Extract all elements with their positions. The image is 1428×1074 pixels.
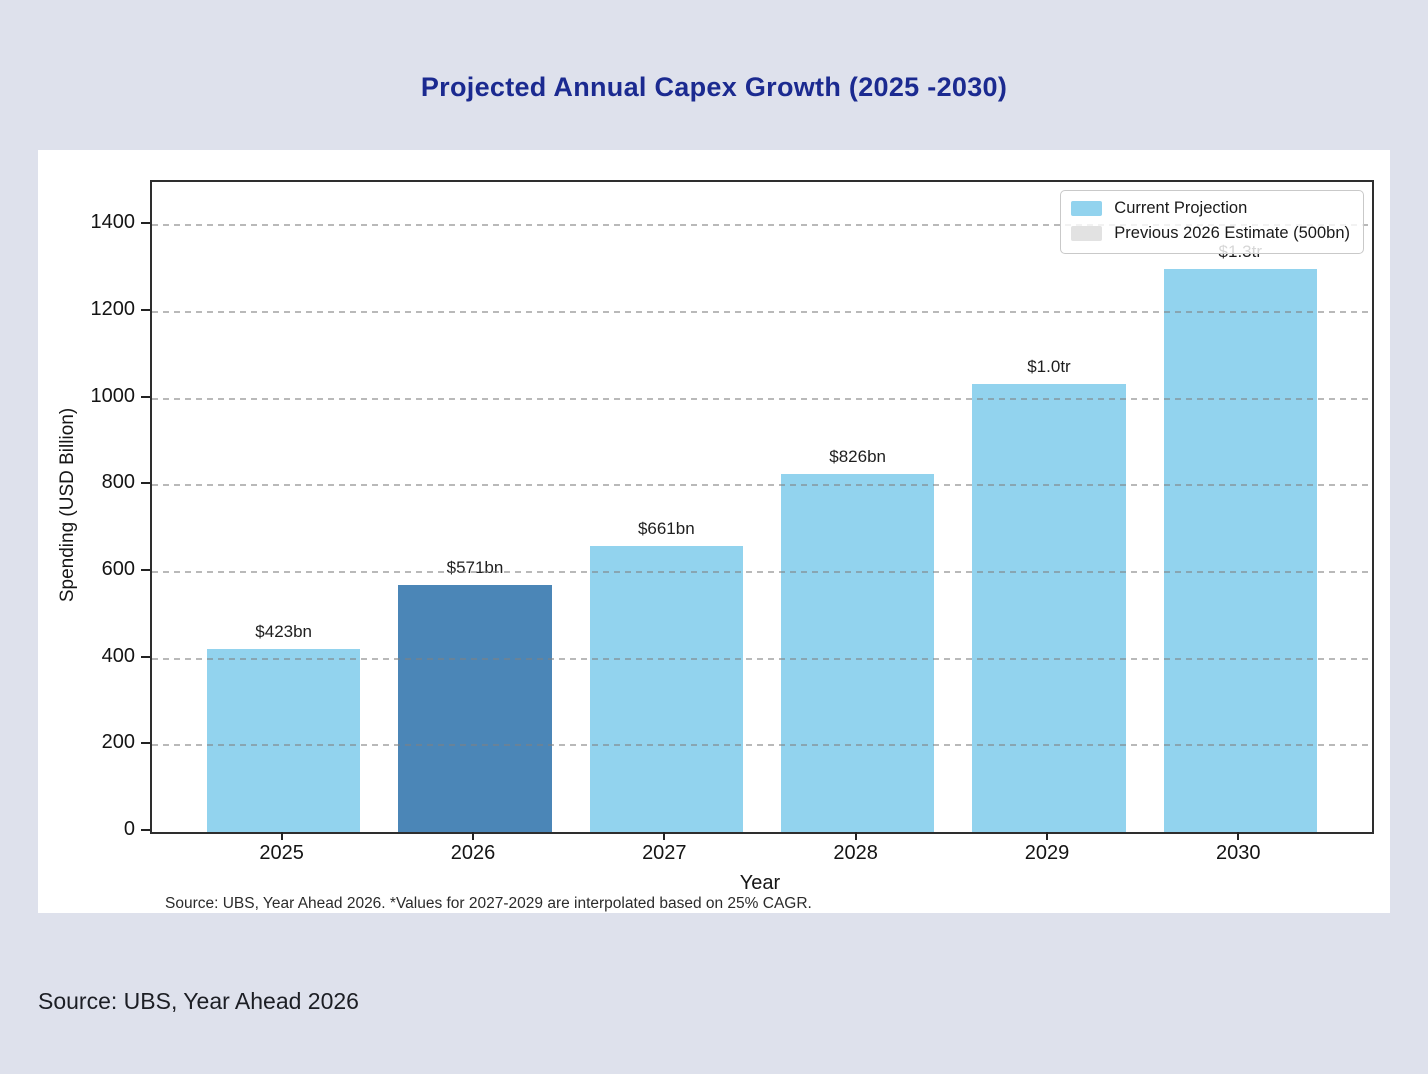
x-tick-slot — [569, 832, 760, 840]
x-tick-label-2027: 2027 — [642, 842, 687, 864]
y-tick-mark — [141, 482, 150, 485]
x-axis-labels: 2025 2026 2027 2028 2029 2030 — [150, 842, 1370, 865]
y-tick-mark — [141, 309, 150, 311]
y-tick-label: 400 — [101, 644, 135, 667]
y-axis-title: Spending (USD Billion) — [57, 407, 78, 603]
y-tick-label: 800 — [101, 471, 135, 494]
bar-2029: $1.0tr — [972, 357, 1126, 832]
x-tick-mark — [854, 832, 857, 840]
y-tick-label: 600 — [101, 558, 135, 580]
x-tick-slot — [951, 832, 1142, 840]
chart-footnote: Source: UBS, Year Ahead 2026. *Values fo… — [165, 895, 812, 912]
y-tick-label: 1400 — [90, 211, 136, 234]
bar-value-label: $571bn — [446, 557, 504, 577]
x-tick-label-2028: 2028 — [833, 842, 878, 864]
x-tick-label-2029: 2029 — [1024, 842, 1070, 864]
x-tick-mark — [280, 832, 283, 840]
bars-layer: $423bn $571bn $661bn $826bn $1.0tr $1.3tr — [152, 182, 1372, 832]
bar-2030: $1.3tr — [1163, 242, 1317, 832]
legend-item: Current Projection — [1071, 199, 1350, 218]
y-tick-label: 200 — [101, 731, 135, 754]
x-axis-title: Year — [739, 872, 781, 894]
bar-slot-2029: $1.0tr — [953, 182, 1144, 832]
legend-label: Current Projection — [1114, 199, 1248, 217]
bar-2027: $661bn — [589, 519, 743, 832]
y-tick-mark — [141, 222, 150, 225]
chart-card: $423bn $571bn $661bn $826bn $1.0tr $1.3tr Cur… — [38, 150, 1390, 913]
y-tick-mark — [141, 742, 150, 745]
source-caption: Source: UBS, Year Ahead 2026 — [38, 988, 359, 1014]
y-tick-label: 1200 — [90, 298, 136, 320]
plot-area: $423bn $571bn $661bn $826bn $1.0tr $1.3tr Cur… — [150, 180, 1374, 834]
bar-2026: $571bn — [398, 558, 552, 832]
y-tick-label: 0 — [123, 818, 135, 840]
x-axis-ticks — [150, 832, 1370, 840]
bar-value-label: $423bn — [255, 621, 313, 641]
bar-value-label: $1.0tr — [1027, 357, 1071, 377]
y-tick-mark — [141, 655, 150, 658]
x-tick-label-2030: 2030 — [1216, 842, 1261, 864]
bar-2028: $826bn — [781, 447, 935, 832]
x-tick-slot — [377, 832, 568, 840]
bar-slot-2027: $661bn — [571, 182, 762, 832]
bar-value-label: $826bn — [829, 447, 887, 467]
x-tick-slot — [1143, 832, 1334, 840]
bar-slot-2026: $571bn — [379, 182, 570, 832]
legend-item: Previous 2026 Estimate (500bn) — [1071, 224, 1350, 243]
y-tick-label: 1000 — [90, 384, 136, 407]
legend: Current Projection Previous 2026 Estimate… — [1060, 190, 1364, 254]
y-tick-mark — [141, 829, 150, 831]
page-title: Projected Annual Capex Growth (2025 -203… — [420, 72, 1008, 102]
y-tick-mark — [141, 395, 150, 398]
bar-slot-2025: $423bn — [188, 182, 379, 832]
x-tick-label-2026: 2026 — [450, 842, 496, 864]
x-tick-mark — [1045, 832, 1048, 840]
bar-2025: $423bn — [207, 622, 361, 832]
y-tick-mark — [141, 569, 150, 571]
legend-swatch — [1071, 226, 1103, 241]
x-tick-mark — [1237, 832, 1240, 840]
bar-value-label: $661bn — [637, 518, 695, 538]
x-tick-slot — [186, 832, 377, 840]
x-tick-label-2025: 2025 — [259, 842, 304, 864]
x-tick-mark — [471, 832, 474, 840]
x-tick-slot — [760, 832, 951, 840]
legend-swatch — [1071, 201, 1103, 216]
x-tick-mark — [663, 832, 666, 840]
legend-label: Previous 2026 Estimate (500bn) — [1114, 224, 1350, 242]
bar-slot-2030: $1.3tr — [1145, 182, 1336, 832]
bar-slot-2028: $826bn — [762, 182, 953, 832]
